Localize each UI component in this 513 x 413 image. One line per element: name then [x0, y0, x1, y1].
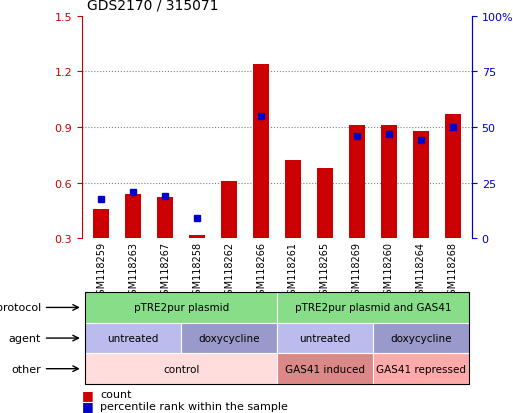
Text: GAS41 repressed: GAS41 repressed	[376, 364, 466, 374]
Text: GAS41 induced: GAS41 induced	[285, 364, 365, 374]
Text: ■: ■	[82, 399, 94, 412]
Text: untreated: untreated	[299, 333, 351, 343]
Text: count: count	[100, 389, 131, 399]
Bar	[285, 161, 301, 239]
Bar	[157, 198, 173, 239]
Bar	[125, 194, 141, 239]
Text: GDS2170 / 315071: GDS2170 / 315071	[87, 0, 219, 12]
Text: agent: agent	[9, 333, 41, 343]
Bar	[93, 209, 109, 239]
Bar	[413, 131, 429, 239]
Bar	[445, 115, 461, 239]
Text: control: control	[163, 364, 200, 374]
Bar	[317, 169, 333, 239]
Bar	[253, 65, 269, 239]
Text: percentile rank within the sample: percentile rank within the sample	[100, 401, 288, 411]
Bar	[381, 126, 397, 239]
Text: other: other	[11, 364, 41, 374]
Text: pTRE2pur plasmid and GAS41: pTRE2pur plasmid and GAS41	[294, 303, 451, 313]
Bar	[221, 181, 237, 239]
Text: pTRE2pur plasmid: pTRE2pur plasmid	[133, 303, 229, 313]
Text: doxycycline: doxycycline	[390, 333, 451, 343]
Bar	[189, 235, 205, 239]
Bar	[349, 126, 365, 239]
Text: ■: ■	[82, 388, 94, 401]
Text: doxycycline: doxycycline	[199, 333, 260, 343]
Text: protocol: protocol	[0, 303, 41, 313]
Text: untreated: untreated	[108, 333, 159, 343]
